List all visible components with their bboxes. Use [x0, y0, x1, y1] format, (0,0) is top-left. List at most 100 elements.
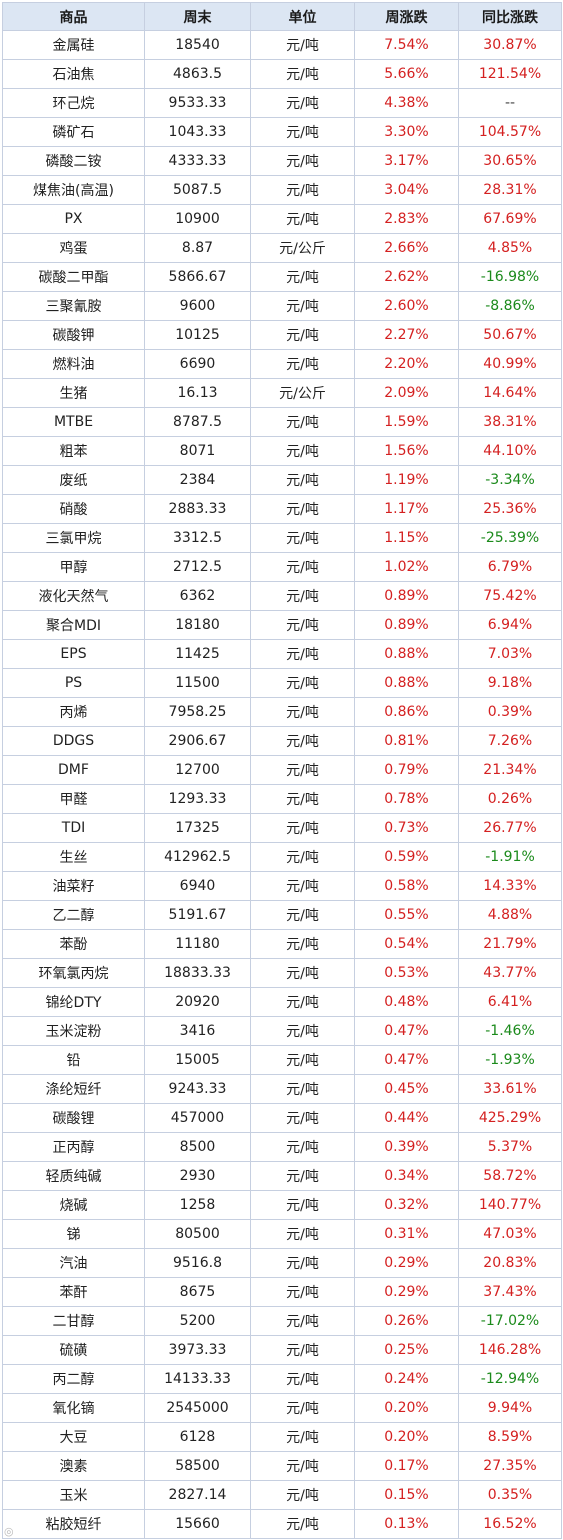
cell-yoy-change: 9.18%	[458, 668, 562, 698]
header-yoy-change: 同比涨跌	[458, 2, 562, 31]
cell-weekly-change: 2.09%	[354, 378, 459, 408]
cell-weekly-change: 0.31%	[354, 1219, 459, 1249]
cell-commodity: 玉米	[2, 1480, 145, 1510]
cell-weekly-change: 1.56%	[354, 436, 459, 466]
table-row: 硝酸 2883.33 元/吨 1.17% 25.36%	[2, 494, 562, 524]
cell-yoy-change: -3.34%	[458, 465, 562, 495]
cell-yoy-change: 0.26%	[458, 784, 562, 814]
cell-yoy-change: 7.03%	[458, 639, 562, 669]
cell-weekend-price: 5191.67	[144, 900, 251, 930]
cell-commodity: 液化天然气	[2, 581, 145, 611]
table-row: PX 10900 元/吨 2.83% 67.69%	[2, 204, 562, 234]
cell-weekend-price: 11425	[144, 639, 251, 669]
cell-weekend-price: 8675	[144, 1277, 251, 1307]
cell-weekly-change: 0.86%	[354, 697, 459, 727]
cell-weekend-price: 1293.33	[144, 784, 251, 814]
table-row: DDGS 2906.67 元/吨 0.81% 7.26%	[2, 726, 562, 756]
table-row: PS 11500 元/吨 0.88% 9.18%	[2, 668, 562, 698]
cell-unit: 元/吨	[250, 30, 355, 60]
cell-unit: 元/吨	[250, 784, 355, 814]
cell-weekly-change: 0.78%	[354, 784, 459, 814]
table-row: 鸡蛋 8.87 元/公斤 2.66% 4.85%	[2, 233, 562, 263]
table-row: 甲醇 2712.5 元/吨 1.02% 6.79%	[2, 552, 562, 582]
cell-commodity: 粘胶短纤	[2, 1509, 145, 1539]
cell-unit: 元/吨	[250, 1509, 355, 1539]
cell-weekly-change: 2.20%	[354, 349, 459, 379]
cell-commodity: 碳酸钾	[2, 320, 145, 350]
cell-weekend-price: 18833.33	[144, 958, 251, 988]
cell-yoy-change: 9.94%	[458, 1393, 562, 1423]
cell-unit: 元/吨	[250, 552, 355, 582]
cell-weekly-change: 0.24%	[354, 1364, 459, 1394]
cell-yoy-change: 47.03%	[458, 1219, 562, 1249]
cell-weekend-price: 15005	[144, 1045, 251, 1075]
cell-weekly-change: 0.45%	[354, 1074, 459, 1104]
cell-weekly-change: 7.54%	[354, 30, 459, 60]
cell-weekend-price: 8071	[144, 436, 251, 466]
header-weekend-price: 周末	[144, 2, 251, 31]
cell-commodity: 玉米淀粉	[2, 1016, 145, 1046]
cell-commodity: 聚合MDI	[2, 610, 145, 640]
cell-weekend-price: 6362	[144, 581, 251, 611]
cell-unit: 元/吨	[250, 204, 355, 234]
header-weekly-change: 周涨跌	[354, 2, 459, 31]
cell-yoy-change: 58.72%	[458, 1161, 562, 1191]
cell-unit: 元/吨	[250, 523, 355, 553]
cell-weekend-price: 16.13	[144, 378, 251, 408]
table-row: 苯酚 11180 元/吨 0.54% 21.79%	[2, 929, 562, 959]
cell-commodity: 碳酸锂	[2, 1103, 145, 1133]
table-row: 乙二醇 5191.67 元/吨 0.55% 4.88%	[2, 900, 562, 930]
watermark-icon: ◎	[4, 1525, 14, 1538]
cell-yoy-change: -12.94%	[458, 1364, 562, 1394]
cell-commodity: 硫磺	[2, 1335, 145, 1365]
cell-yoy-change: --	[458, 88, 562, 118]
cell-weekend-price: 3312.5	[144, 523, 251, 553]
table-row: 液化天然气 6362 元/吨 0.89% 75.42%	[2, 581, 562, 611]
table-row: 轻质纯碱 2930 元/吨 0.34% 58.72%	[2, 1161, 562, 1191]
cell-weekend-price: 1258	[144, 1190, 251, 1220]
table-row: 碳酸二甲酯 5866.67 元/吨 2.62% -16.98%	[2, 262, 562, 292]
table-row: 铅 15005 元/吨 0.47% -1.93%	[2, 1045, 562, 1075]
cell-yoy-change: 8.59%	[458, 1422, 562, 1452]
cell-unit: 元/吨	[250, 175, 355, 205]
cell-unit: 元/公斤	[250, 233, 355, 263]
table-row: 生猪 16.13 元/公斤 2.09% 14.64%	[2, 378, 562, 408]
header-unit: 单位	[250, 2, 355, 31]
cell-unit: 元/吨	[250, 1480, 355, 1510]
table-row: 氧化镝 2545000 元/吨 0.20% 9.94%	[2, 1393, 562, 1423]
cell-weekend-price: 17325	[144, 813, 251, 843]
cell-weekly-change: 2.62%	[354, 262, 459, 292]
cell-unit: 元/吨	[250, 929, 355, 959]
cell-unit: 元/吨	[250, 1306, 355, 1336]
cell-yoy-change: 4.88%	[458, 900, 562, 930]
cell-yoy-change: -25.39%	[458, 523, 562, 553]
cell-weekend-price: 9533.33	[144, 88, 251, 118]
table-row: 煤焦油(高温) 5087.5 元/吨 3.04% 28.31%	[2, 175, 562, 205]
cell-yoy-change: -1.93%	[458, 1045, 562, 1075]
cell-weekend-price: 18180	[144, 610, 251, 640]
cell-yoy-change: -16.98%	[458, 262, 562, 292]
cell-commodity: 甲醛	[2, 784, 145, 814]
cell-unit: 元/吨	[250, 697, 355, 727]
cell-weekly-change: 0.32%	[354, 1190, 459, 1220]
cell-yoy-change: 5.37%	[458, 1132, 562, 1162]
cell-commodity: 正丙醇	[2, 1132, 145, 1162]
cell-weekend-price: 10900	[144, 204, 251, 234]
table-row: 生丝 412962.5 元/吨 0.59% -1.91%	[2, 842, 562, 872]
cell-weekly-change: 0.55%	[354, 900, 459, 930]
cell-unit: 元/吨	[250, 1016, 355, 1046]
cell-yoy-change: 6.94%	[458, 610, 562, 640]
cell-weekend-price: 6690	[144, 349, 251, 379]
cell-weekend-price: 14133.33	[144, 1364, 251, 1394]
table-row: 废纸 2384 元/吨 1.19% -3.34%	[2, 465, 562, 495]
cell-weekend-price: 2384	[144, 465, 251, 495]
cell-unit: 元/吨	[250, 494, 355, 524]
header-commodity: 商品	[2, 2, 145, 31]
cell-unit: 元/吨	[250, 1132, 355, 1162]
cell-commodity: TDI	[2, 813, 145, 843]
cell-yoy-change: 67.69%	[458, 204, 562, 234]
cell-weekly-change: 0.73%	[354, 813, 459, 843]
cell-weekly-change: 2.66%	[354, 233, 459, 263]
cell-commodity: 磷酸二铵	[2, 146, 145, 176]
cell-commodity: PS	[2, 668, 145, 698]
